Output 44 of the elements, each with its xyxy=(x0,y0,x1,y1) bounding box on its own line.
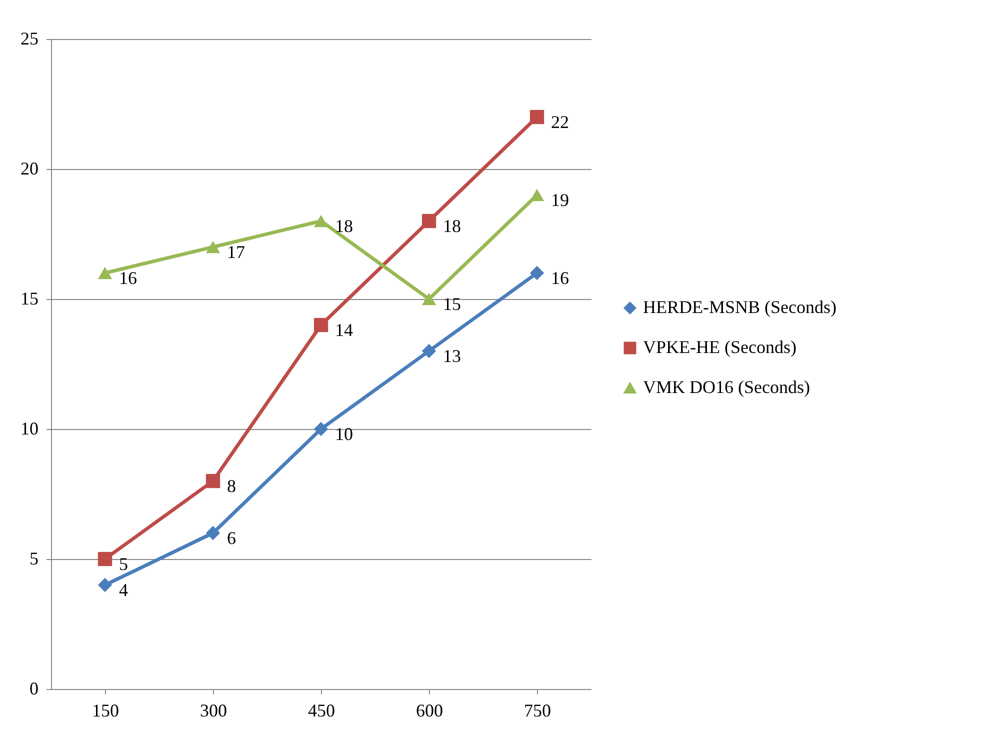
data-label: 18 xyxy=(335,216,353,236)
data-label: 19 xyxy=(551,190,569,210)
x-tick-label: 300 xyxy=(200,700,227,720)
point xyxy=(98,552,112,566)
point xyxy=(422,344,436,358)
point xyxy=(206,526,220,540)
y-tick-label: 0 xyxy=(30,678,38,698)
x-tick-label: 750 xyxy=(524,700,551,720)
point xyxy=(98,578,112,592)
point xyxy=(422,214,436,228)
data-label: 4 xyxy=(119,580,128,600)
data-label: 22 xyxy=(551,112,569,132)
data-label: 16 xyxy=(551,268,569,288)
y-tick-label: 15 xyxy=(20,288,38,308)
x-tick-label: 600 xyxy=(416,700,443,720)
point xyxy=(314,214,328,228)
data-label: 14 xyxy=(335,320,353,340)
data-label: 5 xyxy=(119,554,128,574)
y-tick-label: 10 xyxy=(20,418,38,438)
legend-label: VMK DO16 (Seconds) xyxy=(643,377,810,397)
point xyxy=(98,266,112,280)
legend-label: VPKE-HE (Seconds) xyxy=(643,337,796,357)
data-label: 10 xyxy=(335,424,353,444)
y-tick-label: 25 xyxy=(20,28,38,48)
y-tick-label: 5 xyxy=(30,548,38,568)
legend-label: HERDE-MSNB (Seconds) xyxy=(643,297,836,317)
point xyxy=(314,318,328,332)
point xyxy=(422,292,436,306)
point xyxy=(314,422,328,436)
x-tick-label: 450 xyxy=(308,700,335,720)
data-label: 16 xyxy=(119,268,137,288)
y-tick-label: 20 xyxy=(20,158,38,178)
x-tick-label: 150 xyxy=(92,700,119,720)
data-label: 6 xyxy=(227,528,236,548)
data-label: 13 xyxy=(443,346,461,366)
point xyxy=(530,188,544,202)
point xyxy=(206,240,220,254)
data-label: 18 xyxy=(443,216,461,236)
data-label: 15 xyxy=(443,294,461,314)
point xyxy=(530,266,544,280)
data-label: 8 xyxy=(227,476,236,496)
point xyxy=(206,474,220,488)
point xyxy=(530,110,544,124)
data-label: 17 xyxy=(227,242,245,262)
